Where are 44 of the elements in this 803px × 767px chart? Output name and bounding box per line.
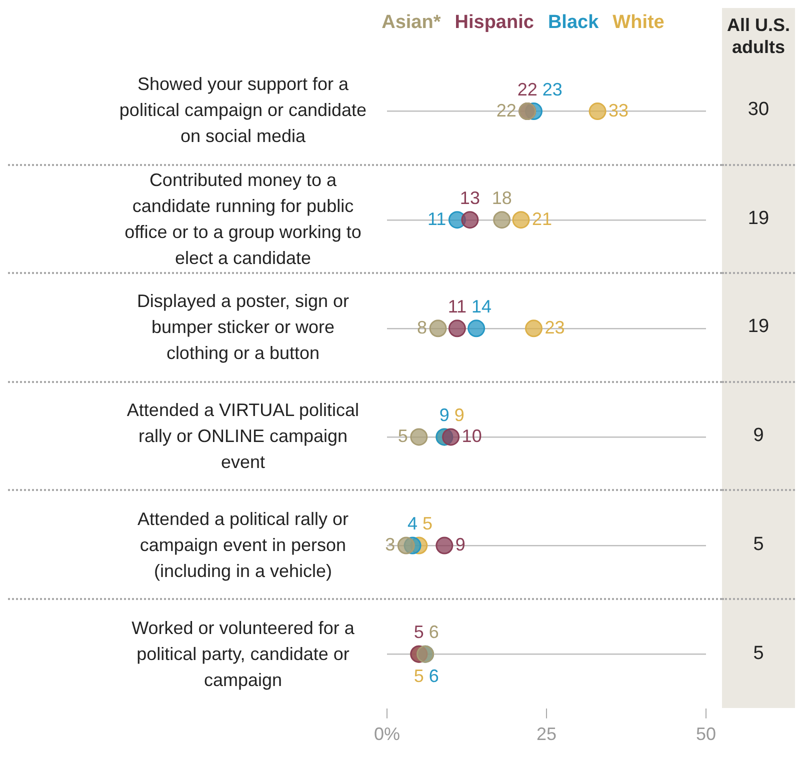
data-label: 18 xyxy=(492,188,512,208)
text: White xyxy=(612,12,664,34)
data-label: 13 xyxy=(460,188,480,208)
data-label: 11 xyxy=(428,208,446,229)
data-label: 33 xyxy=(608,100,629,120)
data-label: 19 xyxy=(748,206,770,231)
y-tick-label: Displayed a poster, sign or bumper sticker or wore clothing or a button xyxy=(136,290,350,366)
data-label: 30 xyxy=(748,98,770,122)
data-label: 9 xyxy=(455,534,466,555)
data-label: 22 xyxy=(517,79,538,100)
text: Asian* xyxy=(382,12,441,34)
y-tick-label: Showed your support for a political campaign or candidate on social media xyxy=(118,73,368,148)
data-label: 19 xyxy=(748,315,770,340)
data-label: 11 xyxy=(448,296,467,316)
y-tick-label: Worked or volunteered for a political party, candidate or campaign xyxy=(130,617,356,692)
x-tick-label: 0% xyxy=(374,724,400,744)
data-label: 6 xyxy=(428,666,439,686)
data-label: 14 xyxy=(472,296,492,316)
data-label: 5 xyxy=(414,622,424,642)
y-tick-label: Attended a VIRTUAL political rally or ONLINE campaign event xyxy=(126,398,360,474)
data-label: 10 xyxy=(462,426,482,446)
data-label: 9 xyxy=(753,424,764,448)
data-label: 5 xyxy=(398,426,408,446)
data-label: 22 xyxy=(496,100,516,120)
data-label: 9 xyxy=(439,404,450,425)
text: Black xyxy=(548,12,599,34)
y-tick-label: Contributed money to a candidate running for public office or to a group working to elect a candidate xyxy=(124,168,362,270)
data-label: 5 xyxy=(422,514,433,534)
data-label: 3 xyxy=(385,534,396,555)
data-label: 23 xyxy=(544,317,565,338)
data-label: 9 xyxy=(454,404,464,425)
data-label: 5 xyxy=(753,532,764,557)
data-label: 5 xyxy=(753,642,764,666)
data-label: 21 xyxy=(532,208,552,229)
x-tick-label: 25 xyxy=(536,724,557,744)
text: Hispanic xyxy=(454,12,534,34)
data-label: 8 xyxy=(417,317,428,338)
text: All U.S. adults xyxy=(726,14,791,58)
data-label: 4 xyxy=(408,514,418,534)
y-tick-label: Attended a political rally or campaign event in person (including in a vehicle) xyxy=(136,508,350,583)
data-label: 23 xyxy=(542,79,562,100)
x-tick-label: 50 xyxy=(696,724,716,744)
data-label: 5 xyxy=(414,666,424,686)
data-label: 6 xyxy=(428,622,439,642)
